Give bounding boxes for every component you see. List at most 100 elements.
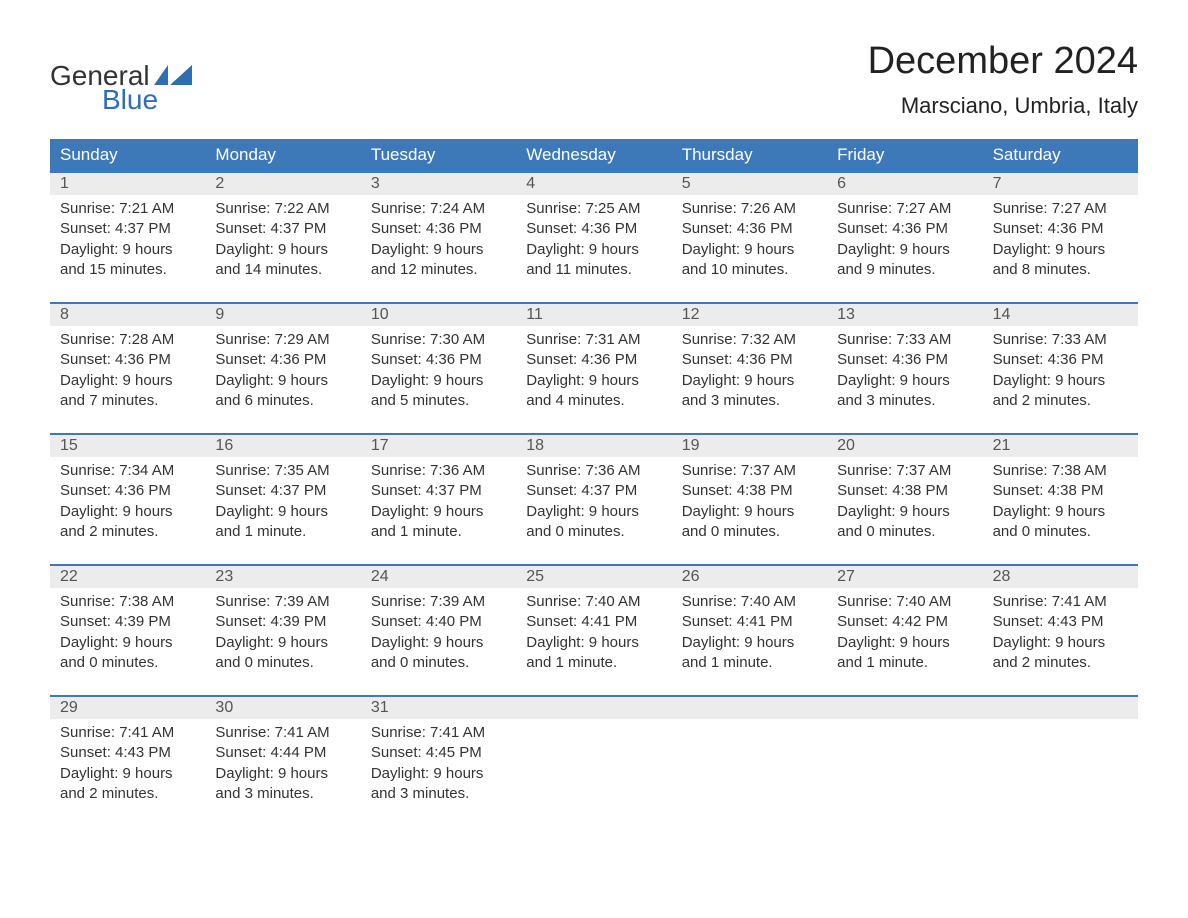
sunset-line: Sunset: 4:41 PM: [526, 612, 661, 632]
daylight-line-1: Daylight: 9 hours: [60, 371, 195, 391]
day-number: [672, 697, 827, 719]
daylight-line-1: Daylight: 9 hours: [682, 371, 817, 391]
day-header-thursday: Thursday: [672, 139, 827, 171]
daylight-line-1: Daylight: 9 hours: [993, 371, 1128, 391]
day-cell: Sunrise: 7:28 AMSunset: 4:36 PMDaylight:…: [50, 326, 205, 419]
daylight-line-2: and 1 minute.: [371, 522, 506, 542]
sunrise-line: Sunrise: 7:27 AM: [993, 199, 1128, 219]
day-header-friday: Friday: [827, 139, 982, 171]
sunrise-line: Sunrise: 7:35 AM: [215, 461, 350, 481]
daylight-line-2: and 3 minutes.: [371, 784, 506, 804]
day-number: 11: [516, 304, 671, 326]
sunrise-line: Sunrise: 7:38 AM: [60, 592, 195, 612]
day-number: 3: [361, 173, 516, 195]
daylight-line-2: and 3 minutes.: [215, 784, 350, 804]
sunset-line: Sunset: 4:38 PM: [837, 481, 972, 501]
sunrise-line: Sunrise: 7:34 AM: [60, 461, 195, 481]
daylight-line-2: and 1 minute.: [837, 653, 972, 673]
header: General Blue December 2024 Marsciano, Um…: [50, 40, 1138, 119]
week-row: 1234567Sunrise: 7:21 AMSunset: 4:37 PMDa…: [50, 171, 1138, 288]
daylight-line-2: and 5 minutes.: [371, 391, 506, 411]
daylight-line-1: Daylight: 9 hours: [682, 502, 817, 522]
day-number: 30: [205, 697, 360, 719]
sunrise-line: Sunrise: 7:26 AM: [682, 199, 817, 219]
day-cell: Sunrise: 7:33 AMSunset: 4:36 PMDaylight:…: [827, 326, 982, 419]
day-number: 8: [50, 304, 205, 326]
day-number: 7: [983, 173, 1138, 195]
daylight-line-2: and 14 minutes.: [215, 260, 350, 280]
day-number: 23: [205, 566, 360, 588]
day-number: 20: [827, 435, 982, 457]
day-cell: Sunrise: 7:39 AMSunset: 4:40 PMDaylight:…: [361, 588, 516, 681]
sunrise-line: Sunrise: 7:41 AM: [371, 723, 506, 743]
sunset-line: Sunset: 4:36 PM: [993, 350, 1128, 370]
daylight-line-1: Daylight: 9 hours: [526, 240, 661, 260]
day-header-monday: Monday: [205, 139, 360, 171]
daylight-line-2: and 0 minutes.: [526, 522, 661, 542]
daylight-line-1: Daylight: 9 hours: [371, 371, 506, 391]
sunrise-line: Sunrise: 7:37 AM: [682, 461, 817, 481]
day-cell: Sunrise: 7:26 AMSunset: 4:36 PMDaylight:…: [672, 195, 827, 288]
sunset-line: Sunset: 4:37 PM: [526, 481, 661, 501]
sunrise-line: Sunrise: 7:36 AM: [371, 461, 506, 481]
day-header-wednesday: Wednesday: [516, 139, 671, 171]
daylight-line-1: Daylight: 9 hours: [371, 764, 506, 784]
daylight-line-2: and 11 minutes.: [526, 260, 661, 280]
day-number: 29: [50, 697, 205, 719]
sunrise-line: Sunrise: 7:27 AM: [837, 199, 972, 219]
day-cell: Sunrise: 7:37 AMSunset: 4:38 PMDaylight:…: [672, 457, 827, 550]
day-number: 1: [50, 173, 205, 195]
day-cell: Sunrise: 7:30 AMSunset: 4:36 PMDaylight:…: [361, 326, 516, 419]
daylight-line-2: and 0 minutes.: [837, 522, 972, 542]
sunset-line: Sunset: 4:42 PM: [837, 612, 972, 632]
daylight-line-1: Daylight: 9 hours: [837, 240, 972, 260]
daylight-line-1: Daylight: 9 hours: [215, 240, 350, 260]
sunset-line: Sunset: 4:44 PM: [215, 743, 350, 763]
sunrise-line: Sunrise: 7:39 AM: [215, 592, 350, 612]
sunrise-line: Sunrise: 7:32 AM: [682, 330, 817, 350]
day-header-saturday: Saturday: [983, 139, 1138, 171]
sunset-line: Sunset: 4:36 PM: [993, 219, 1128, 239]
day-number: [827, 697, 982, 719]
daylight-line-1: Daylight: 9 hours: [837, 633, 972, 653]
daylight-line-2: and 3 minutes.: [837, 391, 972, 411]
day-cell: Sunrise: 7:41 AMSunset: 4:43 PMDaylight:…: [983, 588, 1138, 681]
sunset-line: Sunset: 4:36 PM: [682, 350, 817, 370]
day-number: 2: [205, 173, 360, 195]
daylight-line-2: and 4 minutes.: [526, 391, 661, 411]
daynum-row: 15161718192021: [50, 435, 1138, 457]
day-number: 5: [672, 173, 827, 195]
daylight-line-1: Daylight: 9 hours: [60, 502, 195, 522]
sunset-line: Sunset: 4:36 PM: [526, 219, 661, 239]
day-number: [983, 697, 1138, 719]
sunrise-line: Sunrise: 7:41 AM: [215, 723, 350, 743]
sunrise-line: Sunrise: 7:40 AM: [682, 592, 817, 612]
daylight-line-2: and 3 minutes.: [682, 391, 817, 411]
sunset-line: Sunset: 4:37 PM: [215, 219, 350, 239]
daylight-line-2: and 2 minutes.: [993, 653, 1128, 673]
sunrise-line: Sunrise: 7:36 AM: [526, 461, 661, 481]
daylight-line-1: Daylight: 9 hours: [526, 371, 661, 391]
sunrise-line: Sunrise: 7:29 AM: [215, 330, 350, 350]
day-cell: Sunrise: 7:27 AMSunset: 4:36 PMDaylight:…: [827, 195, 982, 288]
day-header-row: Sunday Monday Tuesday Wednesday Thursday…: [50, 139, 1138, 171]
sunrise-line: Sunrise: 7:24 AM: [371, 199, 506, 219]
day-cell: Sunrise: 7:40 AMSunset: 4:41 PMDaylight:…: [516, 588, 671, 681]
day-number: [516, 697, 671, 719]
sunrise-line: Sunrise: 7:33 AM: [993, 330, 1128, 350]
sunset-line: Sunset: 4:41 PM: [682, 612, 817, 632]
week-row: 22232425262728Sunrise: 7:38 AMSunset: 4:…: [50, 564, 1138, 681]
sunset-line: Sunset: 4:39 PM: [60, 612, 195, 632]
day-cell: Sunrise: 7:32 AMSunset: 4:36 PMDaylight:…: [672, 326, 827, 419]
day-cell: Sunrise: 7:38 AMSunset: 4:39 PMDaylight:…: [50, 588, 205, 681]
day-number: 21: [983, 435, 1138, 457]
daylight-line-2: and 6 minutes.: [215, 391, 350, 411]
daylight-line-2: and 1 minute.: [215, 522, 350, 542]
sunset-line: Sunset: 4:37 PM: [215, 481, 350, 501]
day-cell: Sunrise: 7:34 AMSunset: 4:36 PMDaylight:…: [50, 457, 205, 550]
sunset-line: Sunset: 4:37 PM: [371, 481, 506, 501]
month-title: December 2024: [868, 40, 1138, 83]
day-cell: Sunrise: 7:37 AMSunset: 4:38 PMDaylight:…: [827, 457, 982, 550]
sunrise-line: Sunrise: 7:31 AM: [526, 330, 661, 350]
daylight-line-1: Daylight: 9 hours: [526, 502, 661, 522]
